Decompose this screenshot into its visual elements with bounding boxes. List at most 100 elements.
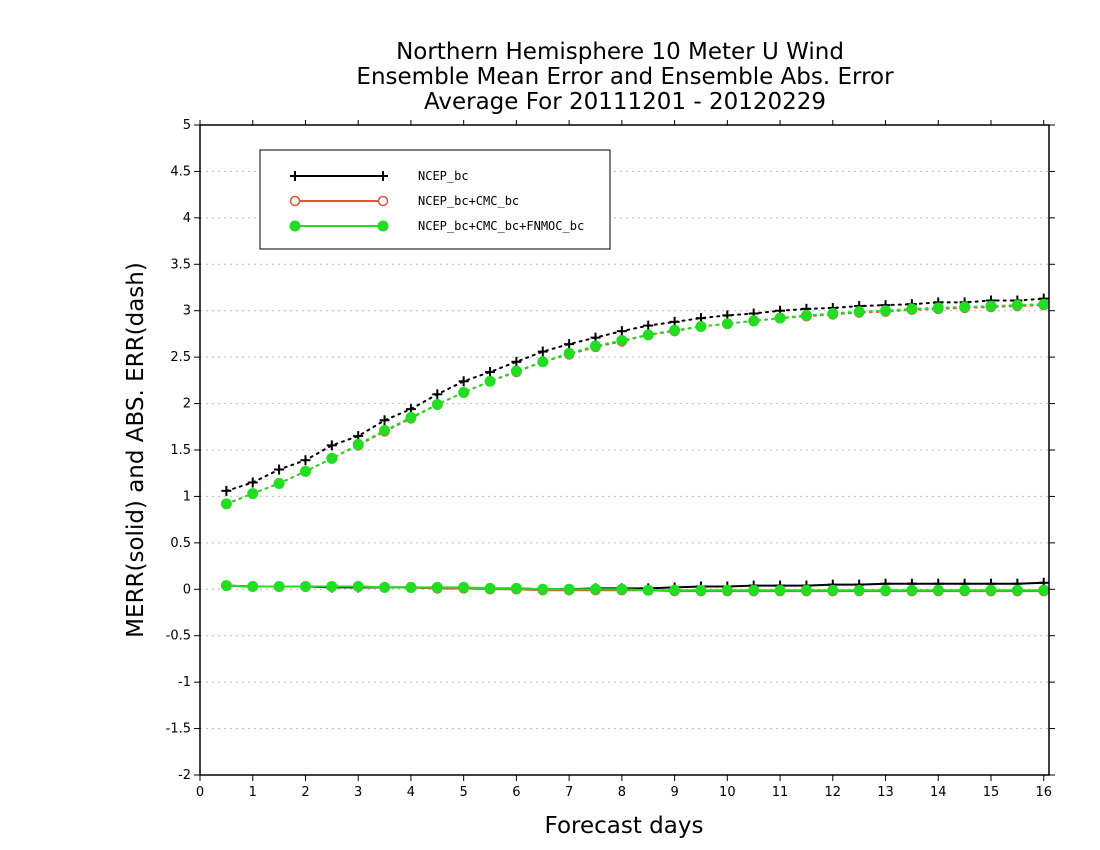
- series-2-abserr-point: [484, 375, 496, 387]
- y-tick-label: 4: [183, 211, 191, 226]
- series-2-abserr-point: [695, 321, 707, 332]
- series-2-abserr-point: [959, 301, 971, 313]
- series-2-merr-point: [220, 580, 232, 592]
- chart-title-line-1: Northern Hemisphere 10 Meter U Wind: [396, 39, 844, 65]
- legend-marker-right: [377, 195, 389, 207]
- series-2-abserr-point: [352, 438, 364, 450]
- series-2-abserr-point: [774, 312, 786, 324]
- x-tick-label: 14: [930, 785, 947, 800]
- series-0-abserr-point: [221, 485, 232, 496]
- y-tick-label: 3.5: [170, 257, 191, 272]
- series-2-merr-point: [774, 584, 786, 596]
- series-2-merr-point: [959, 584, 971, 596]
- x-axis-label: Forecast days: [545, 813, 704, 839]
- y-tick-label: 0: [183, 582, 191, 597]
- series-2-merr-point: [800, 584, 812, 596]
- x-tick-label: 0: [196, 785, 204, 800]
- legend-entry: NCEP_bc+CMC_bc+FNMOC_bc: [289, 219, 584, 233]
- series-0-abserr-point: [564, 339, 575, 350]
- plot-frame: [199, 124, 1050, 776]
- series-2-abserr-point: [326, 452, 338, 464]
- series-2-abserr-point: [616, 334, 628, 346]
- series-2-merr-point: [458, 581, 470, 593]
- series-0-abserr-point: [300, 455, 311, 466]
- y-tick-label: 3: [183, 304, 191, 319]
- legend-box: [259, 149, 611, 250]
- chart-title-line-3: Average For 20111201 - 20120229: [424, 89, 826, 115]
- series-2-merr-point: [853, 584, 865, 596]
- legend-marker-right: [377, 220, 389, 232]
- series-2-merr-point: [932, 584, 944, 596]
- series-0-abserr-point: [537, 346, 548, 357]
- x-tick-label: 10: [719, 785, 736, 800]
- series-2-abserr-point: [800, 309, 812, 321]
- y-axis-label: MERR(solid) and ABS. ERR(dash): [123, 262, 149, 638]
- legend-entry: NCEP_bc+CMC_bc: [289, 194, 519, 208]
- series-2-merr-point: [510, 582, 522, 594]
- x-tick-label: 13: [877, 785, 894, 800]
- series-2-merr-point: [352, 581, 364, 592]
- series-2-abserr-point: [273, 477, 285, 489]
- series-2-abserr-point: [458, 386, 470, 398]
- series-2-merr-point: [247, 581, 259, 592]
- series-2-merr-point: [299, 581, 311, 592]
- series-0-abserr: [221, 293, 1049, 496]
- x-tick-label: 4: [407, 785, 415, 800]
- series-2-abserr-point: [431, 399, 443, 410]
- chart-title-line-2: Ensemble Mean Error and Ensemble Abs. Er…: [356, 64, 894, 90]
- legend-entry: NCEP_bc: [290, 169, 469, 183]
- series-1-abserr: [221, 299, 1049, 510]
- series-0-abserr-point: [485, 367, 496, 377]
- x-tick-label: 1: [249, 785, 257, 800]
- legend-label: NCEP_bc+CMC_bc: [418, 194, 519, 208]
- legend-label: NCEP_bc+CMC_bc+FNMOC_bc: [418, 219, 584, 233]
- x-tick-label: 7: [565, 785, 573, 800]
- chart-title: Northern Hemisphere 10 Meter U Wind Ense…: [356, 39, 894, 115]
- y-tick-label: -2: [178, 768, 191, 783]
- series-2-abserr-point: [906, 303, 918, 315]
- series-2-merr-point: [405, 581, 417, 593]
- series-2-abserr-point: [827, 308, 839, 319]
- x-tick-label: 3: [354, 785, 362, 800]
- series-2-merr-point: [721, 584, 733, 596]
- x-tick-label: 15: [983, 785, 1000, 800]
- series-2-merr-point: [431, 581, 443, 593]
- plot-series: [220, 293, 1050, 597]
- series-0-abserr-point: [432, 389, 443, 400]
- x-tick-label: 5: [460, 785, 468, 800]
- y-tick-label: 1.5: [170, 443, 191, 458]
- series-2-abserr-point: [299, 465, 311, 477]
- y-tick-label: 2.5: [170, 350, 191, 365]
- series-0-abserr-point: [511, 356, 522, 367]
- series-2-merr-point: [827, 584, 839, 596]
- series-2-abserr-point: [589, 340, 601, 352]
- series-0-abserr-point: [616, 326, 627, 337]
- series-2-merr-point: [669, 584, 681, 596]
- x-tick-label: 11: [772, 785, 789, 800]
- y-tick-label: 4.5: [170, 164, 191, 179]
- x-tick-label: 6: [512, 785, 520, 800]
- series-2-merr-point: [326, 581, 338, 592]
- x-tick-label: 2: [301, 785, 309, 800]
- series-2-abserr-point: [669, 324, 681, 336]
- series-2-abserr-point: [721, 318, 733, 330]
- series-2-abserr-point: [932, 302, 944, 314]
- series-0-abserr-point: [643, 320, 654, 331]
- y-tick-label: -1: [178, 675, 191, 690]
- series-2-abserr-point: [379, 425, 391, 436]
- x-tick-label: 9: [670, 785, 678, 800]
- series-2-abserr-point: [405, 412, 417, 423]
- series-0-abserr-point: [274, 464, 285, 475]
- axis-ticks: -2-1.5-1-0.500.511.522.533.544.550 1 2 3 4 5 6…: [166, 118, 1055, 800]
- series-2-abserr-point: [220, 498, 232, 510]
- series-2-merr-point: [695, 584, 707, 596]
- series-2-merr-point: [906, 584, 918, 596]
- y-tick-label: 5: [183, 118, 191, 133]
- series-2-merr-point: [537, 583, 549, 595]
- series-2-merr-point: [379, 581, 391, 593]
- x-tick-label: 16: [1035, 785, 1052, 800]
- series-2-merr-point: [748, 584, 760, 596]
- series-2-merr-point: [589, 583, 601, 595]
- legend-label: NCEP_bc: [418, 169, 469, 183]
